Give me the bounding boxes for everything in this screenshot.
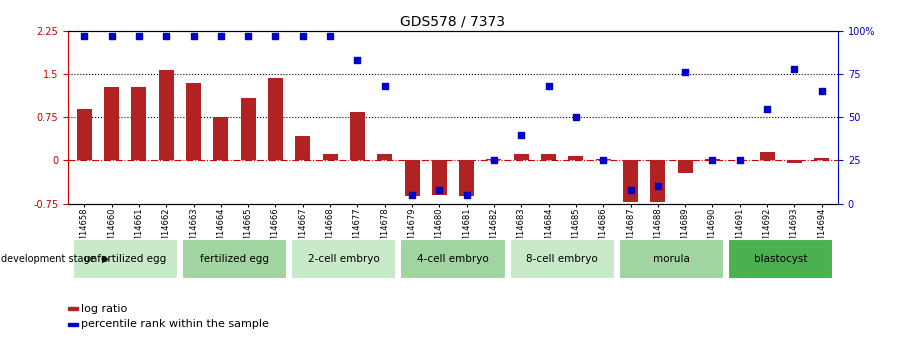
FancyBboxPatch shape — [509, 239, 615, 279]
Point — [678, 70, 692, 75]
Text: blastocyst: blastocyst — [754, 254, 807, 264]
Point — [159, 33, 174, 39]
Point — [541, 83, 555, 89]
Text: development stage  ▶: development stage ▶ — [1, 254, 110, 264]
Point — [378, 83, 392, 89]
Point — [623, 187, 638, 193]
Bar — [759, 152, 775, 160]
Point — [77, 33, 92, 39]
Point — [487, 158, 501, 163]
Point — [514, 132, 528, 137]
Point — [760, 106, 775, 111]
Text: morula: morula — [653, 254, 689, 264]
Point — [214, 33, 228, 39]
Bar — [295, 136, 311, 160]
Point — [814, 89, 829, 94]
Bar — [186, 83, 201, 160]
Bar — [487, 159, 502, 160]
Bar — [678, 160, 692, 173]
Text: unfertilized egg: unfertilized egg — [84, 254, 167, 264]
Bar — [323, 154, 338, 160]
Point — [268, 33, 283, 39]
Text: fertilized egg: fertilized egg — [200, 254, 269, 264]
Bar — [459, 160, 474, 196]
Bar — [651, 160, 665, 202]
Bar — [814, 158, 829, 160]
Bar — [623, 160, 638, 202]
Point — [104, 33, 119, 39]
Text: percentile rank within the sample: percentile rank within the sample — [82, 319, 269, 329]
Bar — [241, 98, 255, 160]
Point — [787, 66, 802, 72]
Point — [295, 33, 310, 39]
Bar — [350, 111, 365, 160]
FancyBboxPatch shape — [400, 239, 506, 279]
FancyBboxPatch shape — [182, 239, 287, 279]
Point — [405, 192, 419, 198]
Bar — [705, 159, 720, 160]
Bar — [104, 87, 120, 160]
Bar — [77, 109, 92, 160]
Bar — [68, 307, 78, 310]
Text: 8-cell embryo: 8-cell embryo — [526, 254, 598, 264]
Point — [596, 158, 611, 163]
Bar — [404, 160, 419, 196]
Title: GDS578 / 7373: GDS578 / 7373 — [400, 14, 506, 29]
FancyBboxPatch shape — [72, 239, 178, 279]
Bar — [214, 117, 228, 160]
FancyBboxPatch shape — [619, 239, 724, 279]
Point — [732, 158, 747, 163]
Bar — [432, 160, 447, 195]
Bar — [514, 154, 529, 160]
Bar — [268, 78, 283, 160]
Bar — [377, 154, 392, 160]
Bar — [786, 160, 802, 163]
Bar — [595, 159, 611, 160]
Bar — [131, 87, 147, 160]
Point — [187, 33, 201, 39]
Point — [131, 33, 146, 39]
Text: 2-cell embryo: 2-cell embryo — [308, 254, 380, 264]
FancyBboxPatch shape — [291, 239, 397, 279]
Bar — [541, 154, 556, 160]
Point — [459, 192, 474, 198]
Point — [651, 184, 665, 189]
Point — [432, 187, 447, 193]
Text: 4-cell embryo: 4-cell embryo — [417, 254, 489, 264]
Point — [351, 58, 365, 63]
Point — [705, 158, 719, 163]
Text: log ratio: log ratio — [82, 304, 128, 314]
Point — [569, 115, 583, 120]
Bar — [568, 156, 583, 160]
Point — [323, 33, 337, 39]
FancyBboxPatch shape — [728, 239, 834, 279]
Bar — [68, 323, 78, 326]
Bar — [159, 70, 174, 160]
Point — [241, 33, 255, 39]
